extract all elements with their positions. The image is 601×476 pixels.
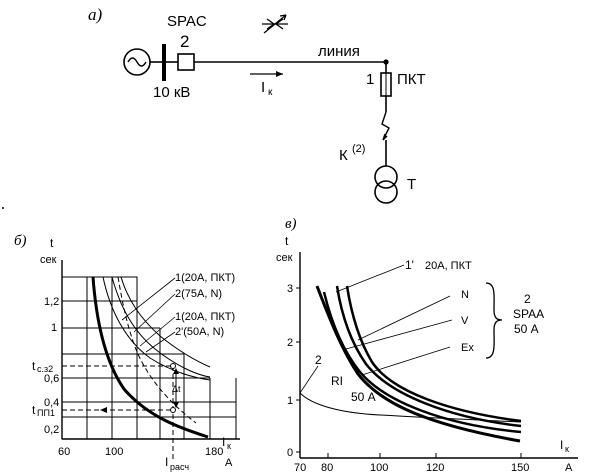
chart-v-curve1-label: 1' <box>405 258 414 272</box>
chart-v-group-name: SPAA <box>513 307 544 321</box>
chart-b-x-title: I <box>222 435 225 449</box>
chart-b-x-title-sub: к <box>227 441 231 451</box>
sine-icon <box>127 57 147 67</box>
chart-b-xtick: 100 <box>105 446 123 458</box>
chart-v-curve1-desc: 20А, ПКТ <box>425 260 472 272</box>
chart-b-tpp1-label: t <box>32 403 36 417</box>
chart-v-x-title-sub: к <box>565 444 569 454</box>
chart-v-y-title-unit: сек <box>276 252 293 264</box>
chart-b-delta-label: Δt <box>172 384 181 394</box>
chart-v-brace <box>485 282 503 359</box>
chart-b-ytick: 1,2 <box>44 296 59 308</box>
schematic: а) SPAC 2 10 кВ линия I к 1 <box>2 5 426 209</box>
chart-b-legend-item: 2(75А, N) <box>175 288 222 300</box>
chart-b-x-unit: А <box>225 457 233 469</box>
chart-v-curve-1prime <box>315 285 521 443</box>
variable-element-icon <box>262 14 288 34</box>
fuse-number: 1 <box>366 71 374 88</box>
chart-b-arrow-left <box>100 407 107 413</box>
chart-b-panel-label: б) <box>14 233 27 249</box>
stray-dot <box>2 207 4 209</box>
chart-v-leaders <box>335 264 453 376</box>
chart-v-group-rating: 50 А <box>514 322 539 336</box>
chart-v-xtick: 120 <box>426 462 444 474</box>
chart-b-grid <box>61 260 240 440</box>
chart-b-curve-fuse <box>91 276 209 439</box>
chart-b-curve-2-75A <box>102 276 211 381</box>
chart-b-leaders <box>121 277 176 353</box>
chart-v-xtick: 150 <box>511 462 529 474</box>
chart-v-y-title: t <box>285 234 289 248</box>
chart-b-tpp1-sub: ПП1 <box>37 408 55 418</box>
schematic-panel-label: а) <box>88 5 103 24</box>
chart-v-group-num: 2 <box>524 292 531 306</box>
fault-icon <box>381 111 390 141</box>
chart-b-ytick: 0,2 <box>44 424 59 436</box>
chart-v-x-unit: А <box>565 462 573 474</box>
chart-v-ytick: 2 <box>287 337 293 349</box>
fault-label: К <box>339 147 348 164</box>
voltage-label: 10 кВ <box>153 84 190 101</box>
chart-v-ytick: 3 <box>287 283 293 295</box>
chart-v-x-title: I <box>560 438 563 452</box>
chart-v-ri-label: RI <box>331 374 343 388</box>
line-label: линия <box>318 43 360 60</box>
chart-b: б) t сек 1,2 1 0,6 <box>14 233 240 472</box>
chart-v-label-N: N <box>461 289 469 301</box>
chart-b-legend-item: 2'(50А, N) <box>175 326 224 338</box>
chart-b-ipasch-sub: расч <box>170 462 189 472</box>
chart-v-ytick: 0 <box>287 447 293 459</box>
chart-b-legend-item: 1(20А, ПКТ) <box>175 311 235 323</box>
relay-label: SPAC <box>167 13 207 30</box>
chart-v: в) t сек 3 2 1 0 70 80 100 120 150 I к А <box>276 216 578 474</box>
chart-v-curve-RI <box>299 392 522 423</box>
chart-v-xtick: 70 <box>294 462 306 474</box>
chart-v-panel-label: в) <box>285 216 297 232</box>
chart-b-ytick: 1 <box>51 322 57 334</box>
chart-v-label-V: V <box>461 315 469 327</box>
relay-number: 2 <box>180 32 189 51</box>
fuse-label: ПКТ <box>397 71 426 88</box>
chart-b-ipasch-label: I <box>165 455 168 469</box>
chart-b-y-title: t <box>50 236 54 250</box>
chart-b-legend-item: 1(20А, ПКТ) <box>175 272 235 284</box>
breaker-icon <box>177 53 195 71</box>
chart-b-ytick: 0,4 <box>44 397 59 409</box>
chart-v-curve-N <box>345 285 522 423</box>
chart-b-curve-2 <box>111 276 211 378</box>
chart-v-xtick: 100 <box>370 462 388 474</box>
chart-b-y-title-unit: сек <box>40 254 57 266</box>
chart-v-curve-Ex <box>322 291 522 434</box>
fault-sup: (2) <box>352 143 365 155</box>
chart-b-curve-extra <box>120 276 211 368</box>
chart-v-curve-V <box>335 285 522 428</box>
chart-b-xtick: 180 <box>205 446 223 458</box>
transformer-icon <box>374 165 398 189</box>
transformer-label: Т <box>407 176 416 193</box>
chart-v-curve2-label: 2 <box>315 353 322 367</box>
chart-v-ri-rating: 50 А <box>351 390 376 404</box>
chart-b-tcz2-label: t <box>32 359 36 373</box>
chart-v-xtick: 80 <box>321 462 333 474</box>
chart-b-ytick: 0,6 <box>44 373 59 385</box>
chart-b-xtick: 60 <box>58 446 70 458</box>
current-sub: к <box>268 87 273 98</box>
chart-v-ytick: 1 <box>287 395 293 407</box>
chart-b-tcz2-sub: с.з2 <box>37 364 53 374</box>
chart-v-label-Ex: Ex <box>461 342 474 354</box>
current-label: I <box>261 79 265 96</box>
